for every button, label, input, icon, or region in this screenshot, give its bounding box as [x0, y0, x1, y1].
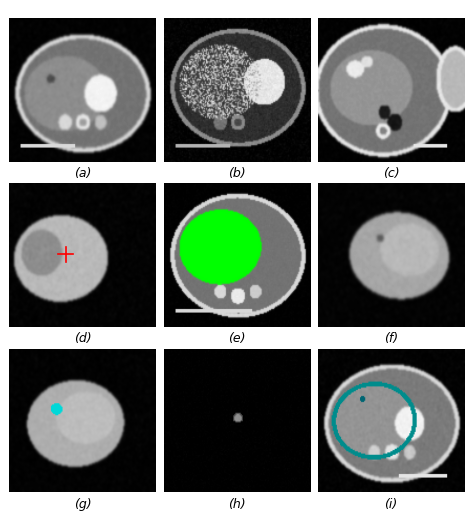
Text: (f): (f): [384, 332, 398, 345]
Text: (h): (h): [228, 498, 246, 511]
Text: (b): (b): [228, 167, 246, 180]
Text: (i): (i): [384, 498, 398, 511]
Text: (c): (c): [383, 167, 400, 180]
Text: (g): (g): [74, 498, 91, 511]
Text: (d): (d): [74, 332, 91, 345]
Text: (a): (a): [74, 167, 91, 180]
Text: (e): (e): [228, 332, 246, 345]
